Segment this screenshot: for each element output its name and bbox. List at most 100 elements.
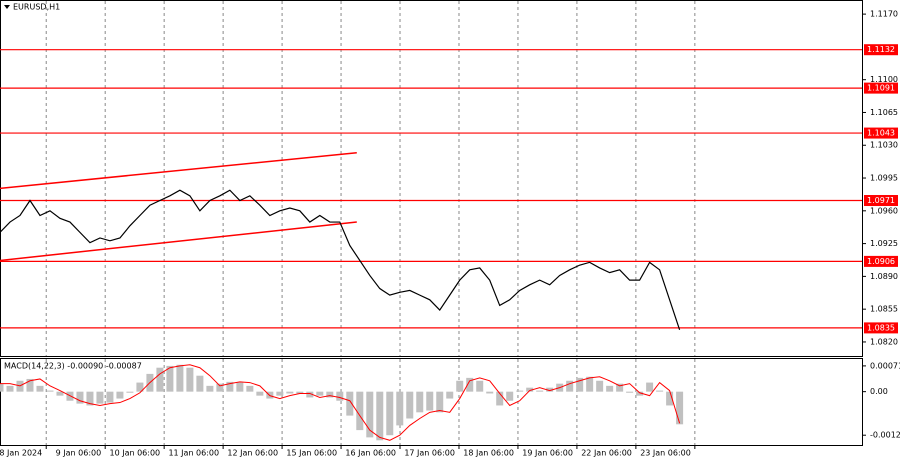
y-tick-label: 1.1065 xyxy=(870,108,898,117)
macd-bar xyxy=(196,375,204,392)
trend-line xyxy=(0,151,357,190)
macd-bar xyxy=(456,380,464,392)
macd-bar xyxy=(616,383,624,392)
macd-bar xyxy=(366,391,374,438)
level-tag xyxy=(864,255,898,267)
level-label: 1.0971 xyxy=(867,196,895,205)
macd-bar xyxy=(376,391,384,441)
y-tick-label: 0.00 xyxy=(870,387,888,396)
y-tick-label: 1.0890 xyxy=(870,272,898,281)
macd-bar xyxy=(516,390,524,392)
macd-bar xyxy=(356,391,364,431)
macd-bar xyxy=(546,387,554,392)
macd-bar xyxy=(216,383,224,392)
macd-bar xyxy=(596,380,604,392)
macd-bar xyxy=(426,391,434,411)
level-label: 1.1091 xyxy=(867,84,895,93)
macd-bar xyxy=(136,382,144,392)
macd-bar xyxy=(506,391,514,401)
macd-bar xyxy=(316,391,324,396)
macd-bar xyxy=(666,391,674,406)
level-tag xyxy=(864,127,898,139)
macd-bar xyxy=(466,377,474,392)
macd-bar xyxy=(606,385,614,392)
macd-bar xyxy=(86,391,94,406)
macd-bar xyxy=(586,376,594,392)
macd-bar xyxy=(386,391,394,436)
macd-bar xyxy=(496,391,504,406)
macd-bar xyxy=(416,391,424,413)
level-label: 1.1132 xyxy=(867,45,895,54)
x-tick-label: 15 Jan 06:00 xyxy=(286,449,337,458)
macd-bar xyxy=(646,382,654,392)
macd-bar xyxy=(186,367,194,392)
macd-bar xyxy=(486,391,494,394)
trend-line xyxy=(0,221,357,262)
x-tick-label: 23 Jan 06:00 xyxy=(640,449,691,458)
macd-bar xyxy=(206,385,214,392)
macd-bar xyxy=(306,391,314,398)
level-label: 1.0906 xyxy=(867,257,895,266)
symbol-title: EURUSD,H1 xyxy=(13,3,60,12)
macd-bar xyxy=(576,377,584,392)
macd-bar xyxy=(626,391,634,393)
macd-bar xyxy=(6,385,14,392)
macd-bar xyxy=(476,380,484,392)
macd-bar xyxy=(246,385,254,392)
macd-bar xyxy=(296,391,304,394)
level-label: 1.0835 xyxy=(867,323,895,332)
level-tag xyxy=(864,82,898,94)
menu-triangle[interactable] xyxy=(4,5,10,9)
macd-bar xyxy=(526,387,534,392)
y-tick-label: 1.0820 xyxy=(870,337,898,346)
macd-title: MACD(14,22,3) -0.00090 -0.00087 xyxy=(4,362,142,371)
macd-bar xyxy=(126,391,134,393)
x-tick-label: 11 Jan 06:00 xyxy=(168,449,219,458)
y-tick-label: 1.1100 xyxy=(870,75,898,84)
x-tick-label: 9 Jan 06:00 xyxy=(56,449,102,458)
macd-bar xyxy=(656,390,664,392)
y-tick-label: 1.0960 xyxy=(870,206,898,215)
macd-bar xyxy=(116,391,124,399)
x-tick-label: 19 Jan 06:00 xyxy=(522,449,573,458)
level-tag xyxy=(864,322,898,334)
macd-bar xyxy=(276,391,284,396)
y-tick-label: -0.0012 xyxy=(870,431,900,440)
macd-bar xyxy=(226,381,234,392)
macd-bar xyxy=(0,383,4,392)
macd-bar xyxy=(56,391,64,396)
macd-bar xyxy=(536,390,544,392)
macd-bar xyxy=(286,391,294,394)
x-tick-label: 16 Jan 06:00 xyxy=(345,449,396,458)
y-tick-label: 1.1030 xyxy=(870,141,898,150)
y-tick-label: 1.0855 xyxy=(870,305,898,314)
x-tick-label: 8 Jan 2024 xyxy=(0,449,42,458)
macd-bar xyxy=(36,385,44,392)
y-tick-label: 1.1170 xyxy=(870,10,898,19)
macd-bar xyxy=(46,390,54,392)
x-tick-label: 22 Jan 06:00 xyxy=(581,449,632,458)
level-tag xyxy=(864,195,898,207)
macd-bar xyxy=(106,391,114,403)
x-tick-label: 17 Jan 06:00 xyxy=(404,449,455,458)
macd-bar xyxy=(176,364,184,392)
macd-bar xyxy=(636,391,644,396)
x-tick-label: 10 Jan 06:00 xyxy=(109,449,160,458)
macd-bar xyxy=(166,365,174,392)
x-tick-label: 18 Jan 06:00 xyxy=(463,449,514,458)
macd-bar xyxy=(436,391,444,413)
x-tick-label: 12 Jan 06:00 xyxy=(227,449,278,458)
macd-bar xyxy=(446,391,454,399)
macd-bar xyxy=(326,391,334,398)
y-tick-label: 0.00071 xyxy=(870,361,900,370)
y-tick-label: 1.0995 xyxy=(870,174,898,183)
macd-bar xyxy=(236,382,244,392)
macd-bar xyxy=(346,391,354,416)
signal-line xyxy=(0,364,681,441)
level-tag xyxy=(864,44,898,56)
macd-bar xyxy=(336,391,344,401)
macd-bar xyxy=(26,378,34,392)
macd-bar xyxy=(676,391,684,425)
